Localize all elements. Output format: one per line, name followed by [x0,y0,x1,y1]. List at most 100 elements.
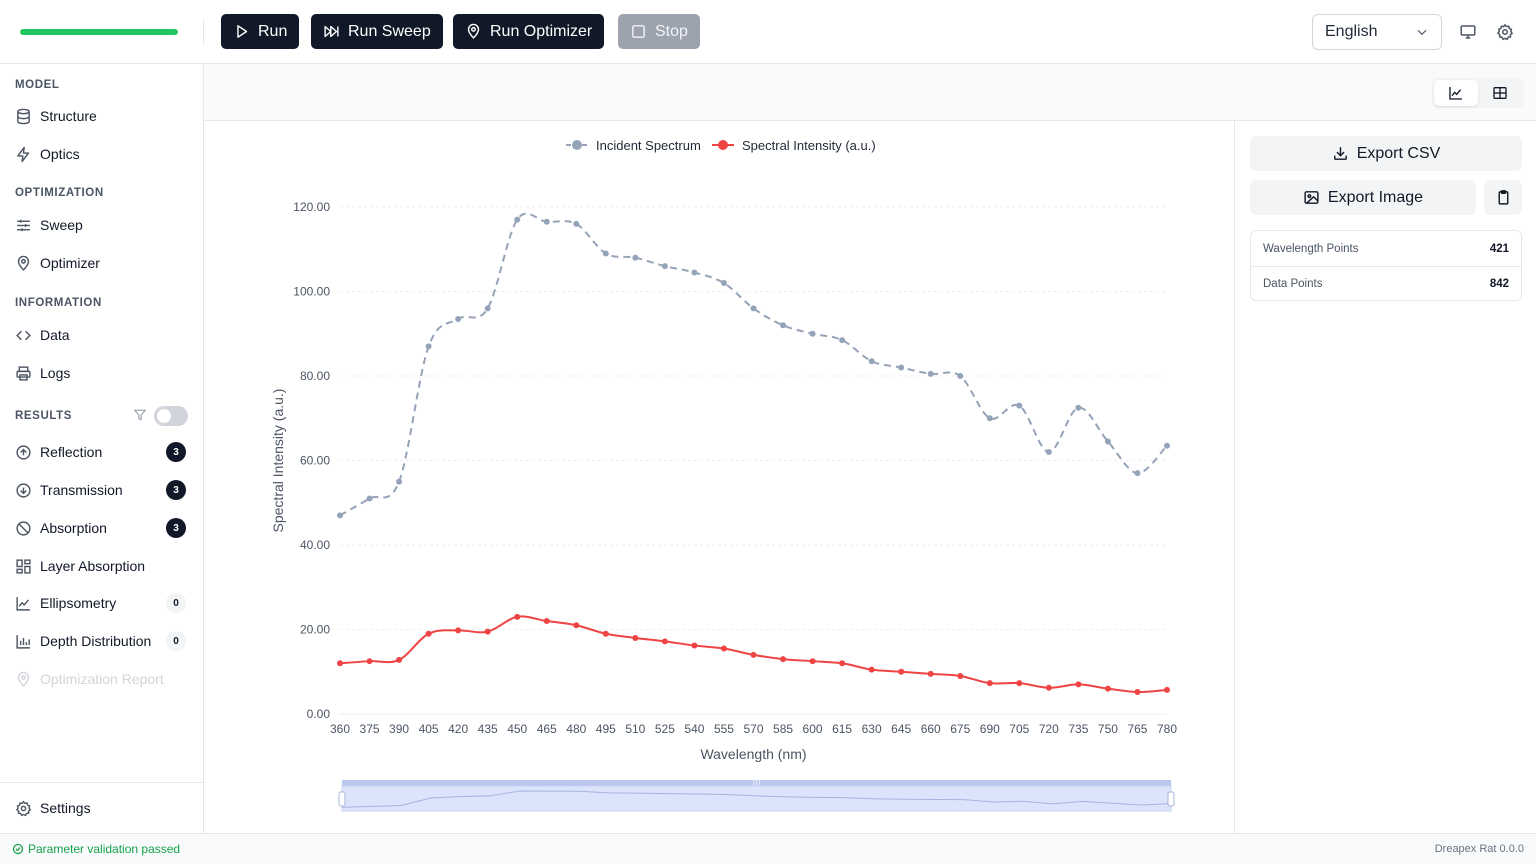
x-tick-label: 750 [1098,722,1118,736]
incident-point [661,263,668,270]
map-pin-icon [17,255,30,271]
intensity-point [366,658,373,665]
reflection-label: Reflection [40,444,103,460]
sweep-label: Sweep [40,217,83,233]
lightning-icon [17,146,30,162]
run-sweep-button[interactable]: Run Sweep [311,14,443,49]
status-bar: Parameter validation passed Dreapex Rat … [0,833,1536,864]
gear-icon [15,800,32,816]
x-tick-label: 645 [891,722,911,736]
chevron-down-icon [1417,29,1427,36]
printer-icon [16,365,31,381]
run-label: Run [258,22,288,40]
copy-clipboard-button[interactable] [1484,180,1522,215]
sidebar-item-absorption[interactable]: Absorption 3 [15,513,191,543]
intensity-point [1045,684,1052,691]
run-sweep-label: Run Sweep [348,22,431,40]
ellipsometry-count-badge: 0 [166,593,186,613]
sidebar-item-reflection[interactable]: Reflection 3 [15,437,191,467]
x-tick-label: 600 [803,722,823,736]
line-chart-icon [1449,87,1462,100]
intensity-point [632,634,639,641]
sidebar-item-optimizer[interactable]: Optimizer [15,248,191,278]
intensity-point [957,672,964,679]
sidebar-item-structure[interactable]: Structure [15,101,191,131]
x-tick-label: 675 [950,722,970,736]
intensity-point [543,618,550,625]
absorption-count-badge: 3 [166,518,186,538]
export-csv-button[interactable]: Export CSV [1250,136,1522,171]
sidebar-item-transmission[interactable]: Transmission 3 [15,475,191,505]
legend-swatch-marker [572,140,582,150]
x-tick-label: 690 [980,722,1000,736]
x-tick-label: 480 [566,722,586,736]
sidebar-item-optics[interactable]: Optics [15,139,191,169]
x-tick-label: 420 [448,722,468,736]
intensity-point [337,660,343,667]
incident-point [396,478,403,485]
section-information: INFORMATION [15,297,102,309]
right-panel: Export CSV Export Image Wavelength Point… [1234,121,1536,833]
incident-point [337,512,343,519]
layout-grid-icon [16,558,31,574]
intensity-point [455,627,462,634]
validation-message: Parameter validation passed [28,842,181,856]
ellipsometry-label: Ellipsometry [40,595,117,611]
y-tick-label: 120.00 [293,200,330,214]
zoom-window [341,785,1172,812]
sidebar-item-sweep[interactable]: Sweep [15,210,191,240]
results-toggle[interactable] [154,406,188,426]
check-circle-icon [12,843,24,855]
language-select[interactable]: English [1312,14,1442,50]
stat-data-points: Data Points 842 [1251,266,1521,301]
gear-icon[interactable] [1496,23,1514,41]
chart-view-button[interactable] [1434,80,1478,106]
y-tick-label: 40.00 [300,538,330,552]
zoom-left-handle[interactable] [338,791,346,807]
incident-point [780,322,787,329]
sidebar-item-logs[interactable]: Logs [15,358,191,388]
export-image-button[interactable]: Export Image [1250,180,1476,215]
incident-point [455,315,462,322]
x-axis-title: Wavelength (nm) [700,746,806,762]
optimizer-label: Optimizer [40,255,100,271]
intensity-point [602,630,609,637]
intensity-point [691,642,698,649]
sidebar-item-depth-distribution[interactable]: Depth Distribution 0 [15,626,191,656]
intensity-point [780,656,787,663]
legend-swatch-marker [718,140,728,150]
layer-absorption-label: Layer Absorption [40,558,146,574]
x-tick-label: 615 [832,722,852,736]
table-view-button[interactable] [1478,80,1522,106]
monitor-icon[interactable] [1459,23,1477,41]
run-optimizer-button[interactable]: Run Optimizer [453,14,605,49]
intensity-point [1164,686,1170,693]
sidebar-item-layer-absorption[interactable]: Layer Absorption [15,551,191,581]
y-tick-label: 80.00 [300,369,330,383]
progress-bar [20,29,178,35]
incident-point [898,364,905,371]
section-results: RESULTS [15,410,73,422]
run-button[interactable]: Run [221,14,300,49]
transmission-label: Transmission [40,482,123,498]
sidebar: MODEL Structure Optics OPTIMIZATION Swee… [0,64,204,834]
intensity-point [809,658,816,665]
intensity-point [750,651,757,658]
sidebar-item-data[interactable]: Data [15,320,191,350]
zoom-right-handle[interactable] [1167,791,1175,807]
arrow-up-circle-icon [16,444,31,460]
wavelength-points-label: Wavelength Points [1263,242,1359,255]
stop-button[interactable]: Stop [618,14,700,49]
filter-icon[interactable] [133,408,147,422]
sidebar-item-settings[interactable]: Settings [15,793,191,823]
export-image-label: Export Image [1327,188,1424,206]
spectrum-chart[interactable]: 0.00 20.00 40.00 60.00 80.00 100.00 120.00 360 3… [204,121,1234,833]
transmission-count-badge: 3 [166,480,186,500]
incident-point [514,216,521,223]
incident-point [1104,438,1111,445]
x-tick-label: 510 [625,722,645,736]
zoom-preview-line [341,790,1172,808]
sidebar-item-ellipsometry[interactable]: Ellipsometry 0 [15,588,191,618]
x-tick-label: 735 [1068,722,1088,736]
map-pin-icon [467,23,480,39]
